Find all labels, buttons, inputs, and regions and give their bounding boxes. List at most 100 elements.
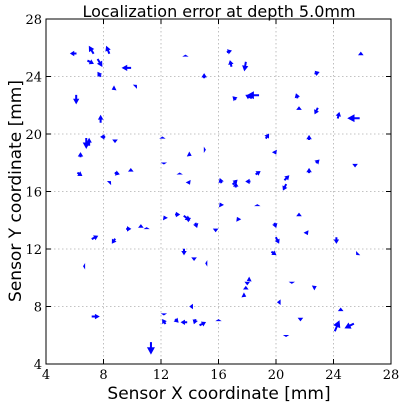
error-arrow	[333, 237, 340, 244]
error-arrow	[311, 285, 317, 291]
error-arrow	[111, 238, 117, 244]
error-arrow	[162, 215, 168, 221]
error-arrow	[283, 175, 290, 181]
x-tick-label: 20	[268, 368, 285, 383]
error-arrow	[233, 182, 239, 188]
error-arrow	[185, 179, 191, 185]
error-arrow	[112, 139, 118, 144]
error-arrow	[303, 230, 309, 236]
error-arrow	[106, 180, 112, 186]
error-arrow	[241, 292, 247, 298]
error-arrow	[282, 183, 288, 191]
error-arrow	[228, 60, 234, 67]
error-arrow	[180, 319, 188, 326]
error-arrow	[86, 59, 94, 65]
x-tick-label: 24	[325, 368, 342, 383]
y-tick-label: 16	[25, 186, 42, 201]
error-arrow	[203, 146, 206, 154]
error-arrow	[73, 94, 80, 105]
error-arrow	[274, 236, 280, 244]
x-tick-label: 16	[210, 368, 227, 383]
error-arrow	[358, 51, 364, 56]
error-arrow	[175, 211, 181, 218]
error-arrow	[69, 50, 77, 57]
error-arrow	[192, 318, 198, 325]
error-arrow	[176, 172, 183, 175]
error-arrow	[162, 318, 167, 325]
error-arrow	[173, 317, 179, 323]
error-arrow	[77, 152, 84, 158]
error-arrow	[270, 250, 277, 256]
y-axis-label: Sensor Y coordinate [mm]	[6, 80, 26, 302]
error-arrow	[132, 84, 138, 89]
x-tick-labels: 4 8 12 16 20 24 28	[42, 368, 399, 383]
error-arrow	[191, 257, 197, 261]
error-arrow	[219, 202, 224, 208]
error-arrow	[243, 285, 249, 290]
x-tick-label: 28	[383, 368, 400, 383]
error-arrow	[97, 71, 103, 78]
error-arrow	[272, 222, 278, 228]
error-arrow	[226, 49, 232, 55]
error-arrow	[314, 159, 320, 165]
error-arrow	[182, 54, 189, 57]
error-arrow	[245, 178, 251, 185]
error-arrow	[160, 313, 168, 316]
y-tick-label: 28	[25, 13, 42, 28]
error-arrow	[335, 111, 341, 119]
error-arrow	[86, 137, 92, 146]
y-tick-label: 8	[34, 301, 42, 316]
error-arrow	[185, 217, 192, 223]
error-arrow	[205, 260, 208, 267]
y-tick-label: 20	[25, 128, 42, 143]
error-arrow	[264, 133, 270, 140]
error-arrow	[246, 276, 252, 282]
error-arrow	[159, 136, 166, 139]
error-arrow	[352, 163, 358, 168]
error-arrow	[82, 138, 90, 150]
error-arrow	[186, 151, 192, 157]
error-arrow	[189, 303, 193, 310]
error-arrow	[126, 226, 132, 232]
arrow-field	[69, 45, 364, 355]
error-arrow	[296, 106, 302, 110]
grid-lines	[46, 19, 391, 364]
error-arrow	[83, 263, 86, 270]
error-arrow	[215, 319, 222, 322]
error-arrow	[111, 85, 117, 91]
error-arrow	[114, 170, 120, 176]
x-tick-label: 4	[42, 368, 50, 383]
error-arrow	[337, 307, 344, 312]
axis-ticks	[45, 18, 392, 365]
error-arrow	[143, 227, 150, 230]
y-tick-label: 24	[25, 71, 42, 86]
chart-title: Localization error at depth 5.0mm	[82, 2, 355, 21]
error-arrow	[91, 313, 100, 320]
error-arrow	[254, 204, 261, 207]
y-tick-label: 4	[34, 358, 42, 373]
error-arrow	[105, 45, 111, 55]
error-arrow	[100, 134, 106, 140]
y-tick-labels: 4 8 12 16 20 24 28	[25, 13, 42, 373]
x-tick-label: 12	[153, 368, 170, 383]
error-arrow	[271, 149, 277, 155]
error-arrow	[212, 228, 219, 233]
error-arrow	[146, 342, 155, 355]
error-arrow	[344, 322, 355, 329]
error-arrow	[160, 162, 168, 165]
error-arrow	[306, 167, 312, 174]
error-arrow	[193, 222, 199, 228]
error-arrow	[128, 168, 134, 172]
error-arrow	[245, 94, 253, 100]
error-arrow	[91, 235, 99, 241]
x-axis-label: Sensor X coordinate [mm]	[107, 384, 330, 404]
error-arrow	[138, 224, 144, 228]
error-arrow	[218, 178, 224, 184]
x-tick-label: 8	[99, 368, 107, 383]
error-arrow	[314, 107, 319, 115]
error-arrow	[199, 321, 207, 327]
error-arrow	[88, 45, 95, 55]
error-arrow	[76, 171, 83, 177]
error-arrow	[306, 134, 312, 141]
